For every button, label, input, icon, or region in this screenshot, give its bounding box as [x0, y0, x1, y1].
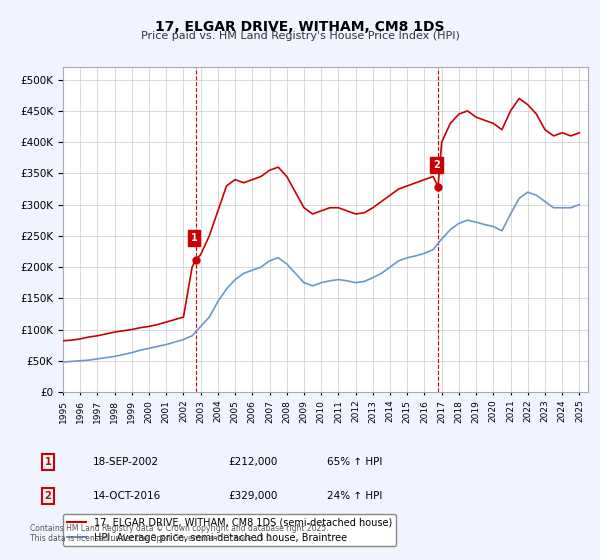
Text: 65% ↑ HPI: 65% ↑ HPI [327, 457, 382, 467]
Text: 1: 1 [44, 457, 52, 467]
Text: 2: 2 [44, 491, 52, 501]
Text: 2: 2 [44, 491, 52, 501]
Text: 18-SEP-2002: 18-SEP-2002 [93, 457, 159, 467]
Text: £212,000: £212,000 [228, 457, 277, 467]
Text: 2: 2 [433, 160, 440, 170]
Text: Price paid vs. HM Land Registry's House Price Index (HPI): Price paid vs. HM Land Registry's House … [140, 31, 460, 41]
Text: 1: 1 [191, 233, 197, 243]
Legend: 17, ELGAR DRIVE, WITHAM, CM8 1DS (semi-detached house), HPI: Average price, semi: 17, ELGAR DRIVE, WITHAM, CM8 1DS (semi-d… [62, 514, 396, 547]
Text: £329,000: £329,000 [228, 491, 277, 501]
Text: 17, ELGAR DRIVE, WITHAM, CM8 1DS: 17, ELGAR DRIVE, WITHAM, CM8 1DS [155, 20, 445, 34]
Text: 1: 1 [44, 457, 52, 467]
Text: 14-OCT-2016: 14-OCT-2016 [93, 491, 161, 501]
Text: 24% ↑ HPI: 24% ↑ HPI [327, 491, 382, 501]
Text: Contains HM Land Registry data © Crown copyright and database right 2025.
This d: Contains HM Land Registry data © Crown c… [30, 524, 329, 543]
